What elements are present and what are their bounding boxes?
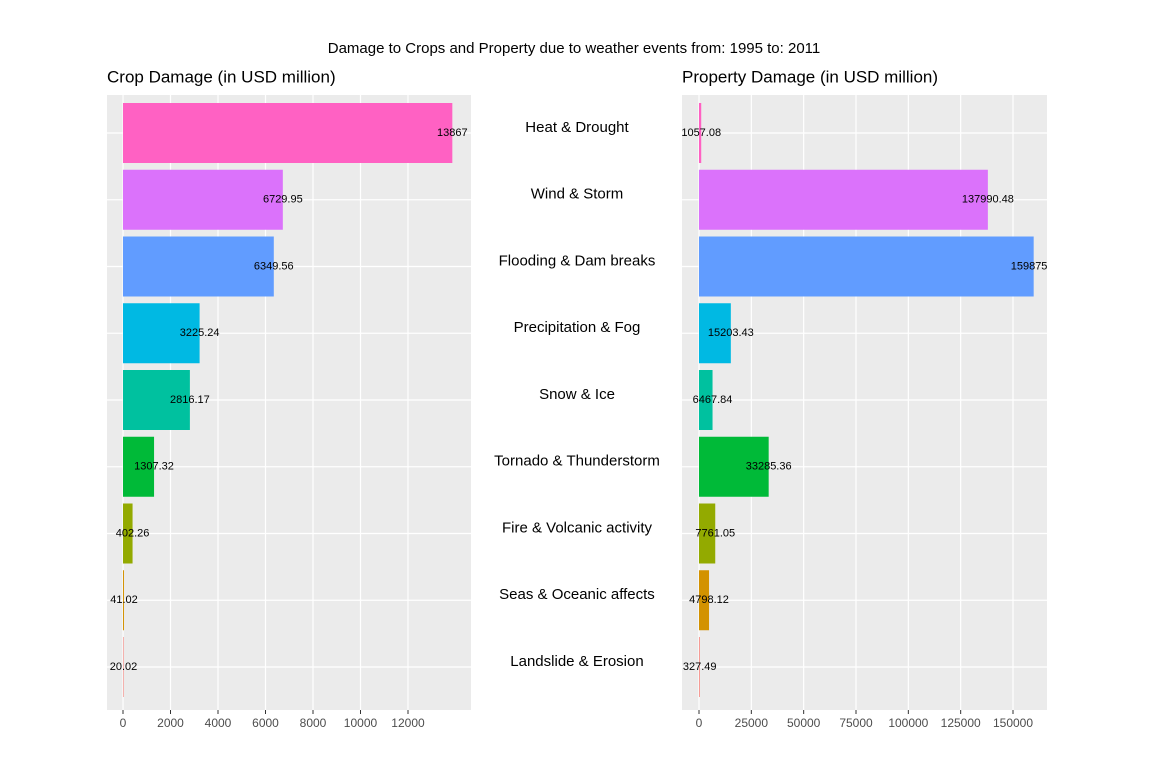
panel-title: Crop Damage (in USD million) [107,67,336,86]
bar [123,370,190,430]
x-tick-label: 150000 [993,716,1033,730]
value-label: 3225.24 [180,327,220,339]
value-label: 137990.48 [962,194,1014,206]
x-tick-label: 8000 [300,716,327,730]
value-label: 402.26 [116,527,150,539]
value-label: 13867 [437,127,468,139]
x-tick-label: 75000 [839,716,873,730]
bar [699,236,1034,297]
category-label: Snow & Ice [539,386,615,403]
x-tick-label: 2000 [157,716,184,730]
bar [123,436,155,497]
panel: 13867 6729.95 6349.56 3225.24 2816.17 1307.32… [107,95,471,710]
category-label: Landslide & Erosion [510,653,643,670]
bar [699,169,988,230]
bar [699,637,700,697]
value-label: 41.02 [110,594,138,606]
bar [123,103,453,163]
x-tick-label: 0 [120,716,127,730]
bar [123,169,283,230]
x-tick-label: 100000 [888,716,928,730]
x-tick-label: 0 [696,716,703,730]
x-tick-label: 6000 [252,716,279,730]
value-label: 20.02 [110,661,138,673]
value-label: 327.49 [683,661,717,673]
panel-title: Property Damage (in USD million) [682,67,938,86]
bar [699,303,731,364]
category-label: Flooding & Dam breaks [499,252,656,269]
bar [699,370,713,430]
value-label: 7761.05 [695,527,735,539]
bar [123,236,274,297]
bar [123,570,124,631]
bar [699,103,702,163]
bar [123,503,133,564]
value-label: 6467.84 [693,394,733,406]
bar [699,570,710,631]
bar [699,503,716,564]
x-tick-label: 10000 [344,716,378,730]
value-label: 1057.08 [681,127,721,139]
category-label: Precipitation & Fog [514,319,641,336]
chart-title: Damage to Crops and Property due to weat… [328,40,821,57]
x-tick-label: 50000 [787,716,821,730]
category-label: Fire & Volcanic activity [502,519,653,536]
bar [123,637,124,697]
bar [699,436,769,497]
value-label: 15203.43 [708,327,754,339]
x-tick-label: 12000 [391,716,425,730]
value-label: 1307.32 [134,461,174,473]
panel: 1057.08 137990.48 159875.7 15203.43 6467.84 3… [681,95,1057,710]
value-label: 2816.17 [170,394,210,406]
bar [123,303,200,364]
value-label: 6729.95 [263,194,303,206]
category-label: Heat & Drought [525,119,629,136]
category-label: Seas & Oceanic affects [499,586,655,603]
value-label: 4798.12 [689,594,729,606]
x-tick-label: 25000 [735,716,769,730]
category-label: Wind & Storm [531,186,624,203]
category-label: Tornado & Thunderstorm [494,453,660,470]
value-label: 6349.56 [254,260,294,272]
value-label: 33285.36 [746,461,792,473]
value-label: 159875.7 [1011,260,1057,272]
x-tick-label: 4000 [205,716,232,730]
x-tick-label: 125000 [941,716,981,730]
